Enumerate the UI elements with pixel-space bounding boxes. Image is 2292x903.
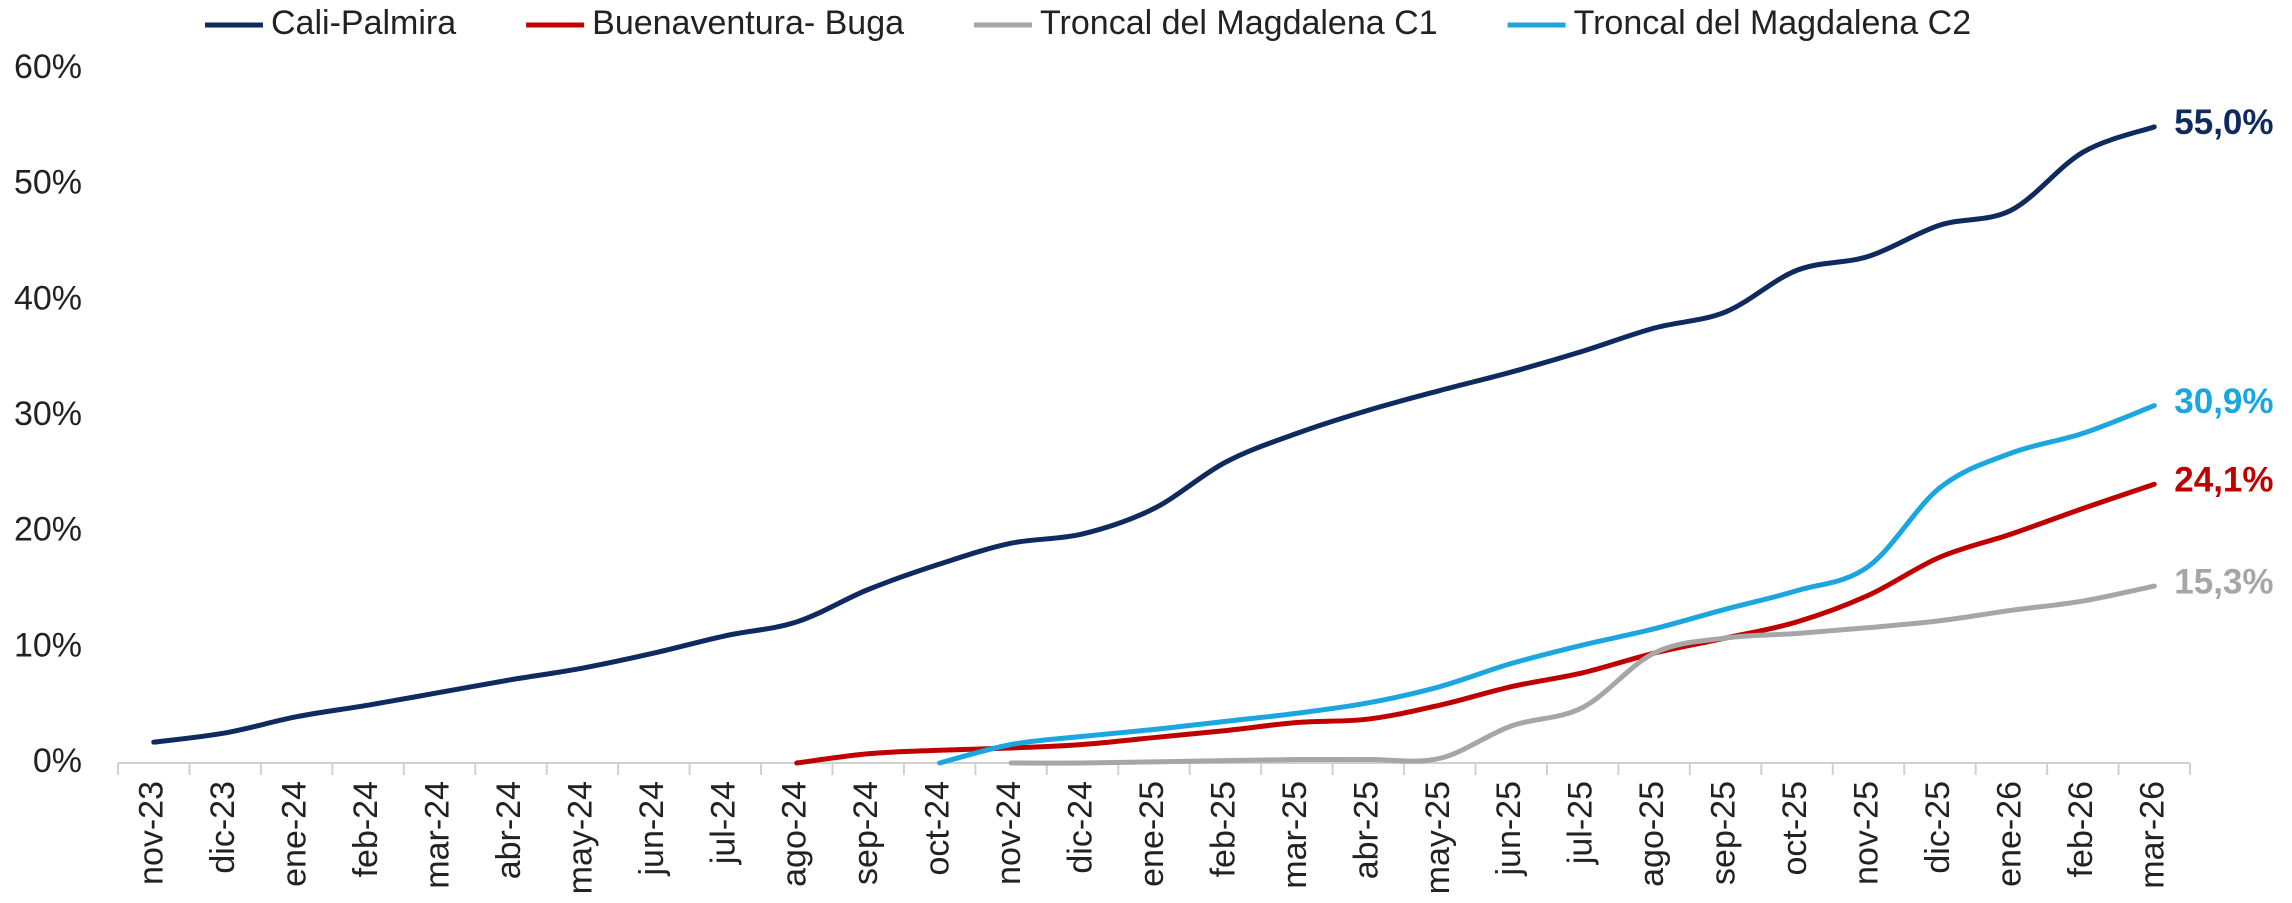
x-tick-label: mar-25 (1276, 781, 1314, 889)
y-tick-label: 60% (14, 48, 82, 86)
x-tick-label: ene-26 (1990, 781, 2028, 887)
x-tick-label: mar-24 (419, 781, 457, 889)
x-tick-label: sep-24 (847, 781, 885, 885)
x-tick-label: ago-25 (1633, 781, 1671, 887)
x-tick-label: sep-25 (1705, 781, 1743, 885)
x-tick-label: feb-24 (347, 781, 385, 877)
x-tick-label: may-25 (1419, 781, 1457, 894)
x-tick-label: may-24 (561, 781, 599, 894)
x-tick-label: jun-24 (633, 781, 671, 877)
y-tick-label: 50% (14, 164, 82, 202)
series-line (1008, 583, 2157, 766)
series-line (794, 481, 2157, 766)
x-tick-label: ago-24 (776, 781, 814, 887)
x-tick-label: abr-25 (1347, 781, 1385, 879)
x-tick-label: feb-26 (2062, 781, 2100, 877)
end-label: 24,1% (2174, 460, 2273, 499)
series-line (937, 403, 2157, 766)
end-label: 15,3% (2174, 562, 2273, 601)
x-tick-label: dic-24 (1062, 781, 1100, 874)
end-label: 55,0% (2174, 103, 2273, 142)
x-tick-label: jun-25 (1490, 781, 1528, 877)
series-line (151, 124, 2157, 745)
legend-label: Buenaventura- Buga (592, 4, 904, 42)
x-tick-label: abr-24 (490, 781, 528, 879)
x-tick-label: nov-24 (990, 781, 1028, 885)
y-tick-label: 10% (14, 626, 82, 664)
end-label: 30,9% (2174, 382, 2273, 421)
x-tick-label: dic-23 (204, 781, 242, 874)
x-tick-label: nov-23 (133, 781, 171, 885)
y-tick-label: 30% (14, 395, 82, 433)
x-tick-label: nov-25 (1847, 781, 1885, 885)
legend-label: Troncal del Magdalena C1 (1040, 4, 1438, 42)
x-tick-label: ene-24 (276, 781, 314, 887)
x-tick-label: feb-25 (1204, 781, 1242, 877)
x-tick-label: jul-24 (704, 781, 742, 865)
x-tick-label: jul-25 (1562, 781, 1600, 865)
x-tick-label: ene-25 (1133, 781, 1171, 887)
x-tick-label: oct-24 (919, 781, 957, 876)
legend-label: Troncal del Magdalena C2 (1574, 4, 1972, 42)
x-tick-label: dic-25 (1919, 781, 1957, 874)
legend-label: Cali-Palmira (271, 4, 456, 42)
y-tick-label: 0% (33, 742, 82, 780)
y-tick-label: 40% (14, 279, 82, 317)
x-tick-label: mar-26 (2133, 781, 2171, 889)
y-tick-label: 20% (14, 511, 82, 549)
x-tick-label: oct-25 (1776, 781, 1814, 876)
